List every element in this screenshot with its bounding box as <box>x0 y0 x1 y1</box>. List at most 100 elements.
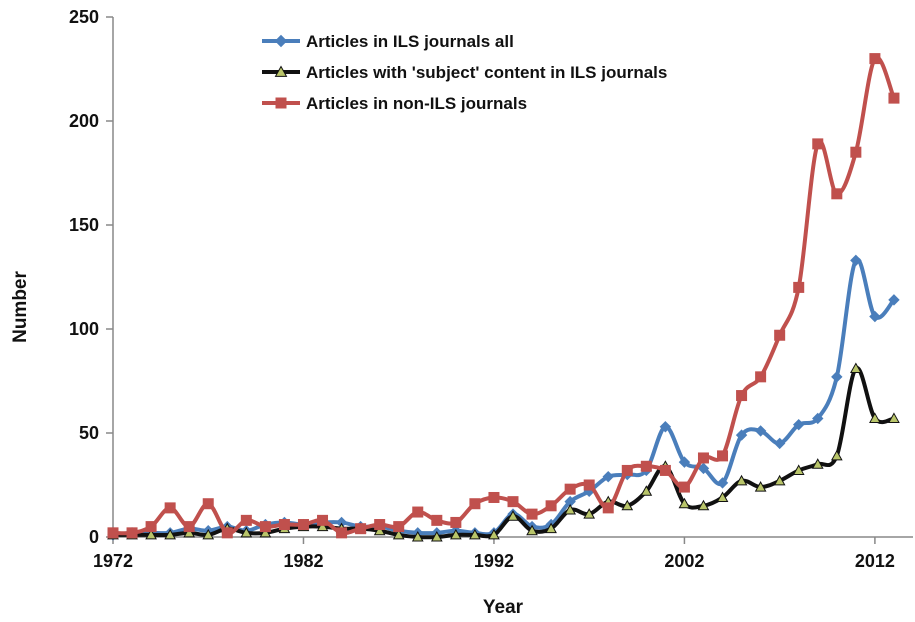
series-2-point <box>164 528 176 540</box>
series-2-point <box>526 524 538 536</box>
series-3-point <box>659 464 671 476</box>
series-2-point <box>259 526 272 538</box>
series-2-point <box>316 520 329 532</box>
series-3-point <box>831 188 843 200</box>
y-tick-label: 250 <box>69 7 99 27</box>
series-2-point <box>564 503 576 515</box>
x-tick-label: 1992 <box>474 551 514 571</box>
legend-item-3: Articles in non-ILS journals <box>262 94 527 113</box>
series-2-point <box>583 508 596 519</box>
series-3-point <box>564 483 576 495</box>
series-3-point <box>450 516 462 528</box>
series-3-point <box>355 523 367 535</box>
series-3-point <box>774 329 786 341</box>
series-3-point <box>602 502 614 514</box>
series-3-point <box>336 527 348 539</box>
x-tick-label: 2012 <box>855 551 895 571</box>
series-2-point <box>183 526 196 538</box>
series-1-line <box>112 257 896 537</box>
series-3-point <box>507 496 519 508</box>
legend-label: Articles with 'subject' content in ILS j… <box>306 63 667 82</box>
series-3-point <box>812 138 824 150</box>
series-2-point <box>773 474 786 486</box>
series-1-point <box>678 456 691 468</box>
y-axis-title: Number <box>10 271 31 343</box>
series-3-point <box>526 508 538 520</box>
series-2-point <box>392 528 405 540</box>
series-2-point <box>545 522 557 534</box>
series-3 <box>107 53 900 539</box>
series-3-point <box>240 514 252 526</box>
series-3-point <box>888 92 900 104</box>
series-2-point <box>621 499 634 511</box>
series-1-point <box>831 371 843 383</box>
series-2-point <box>869 412 881 423</box>
series-2-point <box>888 412 900 423</box>
y-tick-label: 200 <box>69 111 99 131</box>
series-2-point <box>488 528 500 540</box>
series-3-point <box>126 527 138 539</box>
series-1-point <box>716 477 729 489</box>
series-2-point <box>697 499 710 511</box>
series-1-point <box>888 294 900 306</box>
series-2-point <box>678 497 691 509</box>
series-3-point <box>164 502 176 514</box>
series-3-point <box>412 506 424 518</box>
series-3-point <box>850 146 862 158</box>
series-2-point <box>202 528 215 540</box>
series-3-point <box>755 371 767 383</box>
series-1-point <box>773 437 786 450</box>
y-tick-label: 150 <box>69 215 99 235</box>
series-2-point <box>430 530 443 542</box>
legend-label: Articles in ILS journals all <box>306 32 514 51</box>
series-2-point <box>373 524 386 536</box>
legend-item-2: Articles with 'subject' content in ILS j… <box>262 63 667 82</box>
series-3-point <box>736 390 748 402</box>
series-2-line <box>113 366 895 540</box>
series-2-point <box>830 449 843 461</box>
series-1-point <box>869 310 881 323</box>
series-3-point <box>259 521 271 533</box>
series-3-point <box>583 479 595 491</box>
series-2-point <box>450 528 462 540</box>
series-2-point <box>754 481 767 492</box>
series-1-point <box>697 462 710 475</box>
series-1-point <box>754 425 767 437</box>
y-tick-label: 0 <box>89 527 99 547</box>
series-3-point <box>317 514 329 526</box>
series-3-point <box>621 464 633 476</box>
series-2-point <box>411 530 424 542</box>
series-3-point <box>678 481 690 493</box>
series-2-point <box>811 458 824 469</box>
series-layer <box>107 53 900 542</box>
series-2 <box>107 362 900 542</box>
series-1-point <box>793 418 805 431</box>
series-2-point <box>735 474 748 486</box>
series-2-point <box>792 464 805 475</box>
legend-swatch-marker <box>275 97 287 109</box>
series-3-point <box>545 500 557 512</box>
series-3-point <box>793 281 805 293</box>
series-2-point <box>469 528 481 540</box>
series-3-point <box>869 53 881 65</box>
series-3-point <box>374 519 386 531</box>
series-3-point <box>431 514 443 526</box>
series-1-point <box>735 429 748 441</box>
x-tick-label: 1982 <box>283 551 323 571</box>
series-1-point <box>659 421 672 433</box>
series-1-point <box>812 412 824 425</box>
series-1-point <box>602 470 614 483</box>
legend: Articles in ILS journals all Articles wit… <box>262 32 667 113</box>
series-2-point <box>850 362 862 374</box>
legend-item-1: Articles in ILS journals all <box>262 32 514 51</box>
legend-swatch-marker <box>274 65 288 77</box>
axes: 0 50 100 150 200 250 1972 1982 1992 2002 2012 <box>69 7 913 571</box>
series-2-point <box>240 526 253 538</box>
series-3-point <box>640 460 652 472</box>
x-tick-label: 1972 <box>93 551 133 571</box>
series-2-point <box>640 485 653 496</box>
x-tick-label: 2002 <box>664 551 704 571</box>
y-tick-label: 100 <box>69 319 99 339</box>
series-3-point <box>107 527 119 539</box>
